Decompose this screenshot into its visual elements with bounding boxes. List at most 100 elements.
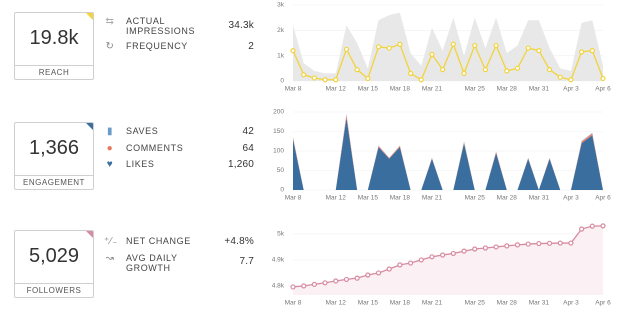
kpi-label: FOLLOWERS xyxy=(15,283,93,297)
point xyxy=(333,278,339,284)
point xyxy=(354,275,360,281)
x-tick-label: Mar 28 xyxy=(497,195,518,202)
point xyxy=(418,257,424,263)
point xyxy=(429,51,435,58)
x-tick-label: Mar 12 xyxy=(326,86,347,93)
point xyxy=(579,49,585,55)
x-tick-label: Mar 18 xyxy=(390,86,411,93)
point xyxy=(301,72,307,78)
icon: ▮ xyxy=(106,126,114,137)
x-tick-label: Apr 6 xyxy=(595,195,611,202)
x-tick-label: Mar 21 xyxy=(422,195,443,202)
stat-label: FREQUENCY xyxy=(126,41,188,51)
x-tick-label: Mar 12 xyxy=(326,195,347,202)
point xyxy=(557,74,563,80)
stat-value: 64 xyxy=(242,143,254,154)
stat-label: COMMENTS xyxy=(126,143,184,153)
stat-value: +4.8% xyxy=(224,236,254,247)
point xyxy=(461,248,467,254)
point xyxy=(407,70,414,77)
y-tick-label: 2k xyxy=(277,27,285,34)
kpi-label: ENGAGEMENT xyxy=(15,175,93,189)
point xyxy=(557,240,563,246)
point xyxy=(333,77,339,83)
x-tick-label: Mar 15 xyxy=(358,195,379,202)
kpi-value: 5,029 xyxy=(28,245,80,267)
kpi-value: 1,366 xyxy=(28,137,80,159)
kpi-box: 5,029 FOLLOWERS xyxy=(14,230,94,298)
y-tick-label: 100 xyxy=(273,148,284,155)
point xyxy=(397,41,403,47)
point xyxy=(472,246,478,252)
point xyxy=(450,41,456,47)
point xyxy=(375,270,382,276)
point xyxy=(311,75,317,81)
x-tick-label: Mar 18 xyxy=(390,195,411,202)
point xyxy=(429,254,435,260)
point xyxy=(568,240,574,246)
icon: ⁺∕₋ xyxy=(104,236,119,247)
point xyxy=(311,281,317,287)
x-tick-label: Mar 21 xyxy=(422,300,443,307)
point xyxy=(536,240,542,247)
y-tick-label: 5k xyxy=(277,231,285,238)
x-tick-label: Mar 25 xyxy=(465,86,486,93)
kpi-value: 19.8k xyxy=(29,27,79,49)
x-tick-label: Mar 25 xyxy=(465,300,486,307)
area xyxy=(293,117,603,190)
icon: ↻ xyxy=(105,41,115,52)
x-tick-label: Mar 25 xyxy=(465,195,486,202)
point xyxy=(514,65,521,71)
icon: ● xyxy=(106,143,114,154)
point xyxy=(322,77,328,83)
point xyxy=(472,42,478,49)
x-tick-label: Mar 12 xyxy=(326,300,347,307)
area xyxy=(293,12,603,82)
icon: ↝ xyxy=(105,253,115,264)
y-tick-label: 0 xyxy=(280,78,284,85)
point xyxy=(493,244,499,250)
x-tick-label: Mar 15 xyxy=(358,86,379,93)
x-tick-label: Mar 21 xyxy=(422,86,443,93)
point xyxy=(290,47,296,54)
corner xyxy=(86,123,93,130)
point xyxy=(290,284,296,290)
point xyxy=(589,47,595,54)
kpi-box: 19.8k REACH xyxy=(14,12,94,80)
kpi-label: REACH xyxy=(15,65,93,79)
point xyxy=(365,272,371,278)
stat-value: 1,260 xyxy=(227,159,254,170)
point xyxy=(440,66,446,73)
point xyxy=(493,42,499,49)
stat-label: AVG DAILY GROWTH xyxy=(126,253,178,273)
stat-label: NET CHANGE xyxy=(126,236,191,246)
x-tick-label: Mar 8 xyxy=(285,195,302,202)
stat-value: 42 xyxy=(242,126,254,137)
x-tick-label: Mar 15 xyxy=(358,300,379,307)
point xyxy=(301,283,307,289)
x-tick-label: Apr 3 xyxy=(563,195,579,202)
stat-value: 2 xyxy=(248,41,254,52)
corner xyxy=(86,231,93,238)
y-tick-label: 0 xyxy=(280,187,284,194)
y-tick-label: 3k xyxy=(277,2,285,9)
point xyxy=(514,242,521,248)
kpi-box: 1,366 ENGAGEMENT xyxy=(14,122,94,190)
y-tick-label: 1k xyxy=(277,52,285,59)
point xyxy=(407,260,414,266)
point xyxy=(397,262,403,268)
point xyxy=(568,77,574,83)
point xyxy=(343,276,350,283)
icon: ⇆ xyxy=(105,16,115,27)
y-tick-label: 4.8k xyxy=(272,283,285,290)
point xyxy=(600,223,606,229)
point xyxy=(440,252,446,258)
y-tick-label: 50 xyxy=(277,167,285,174)
point xyxy=(525,45,531,51)
stat-label: SAVES xyxy=(126,126,159,136)
stat-value: 7.7 xyxy=(239,256,254,267)
point xyxy=(504,243,510,249)
point xyxy=(536,47,542,54)
